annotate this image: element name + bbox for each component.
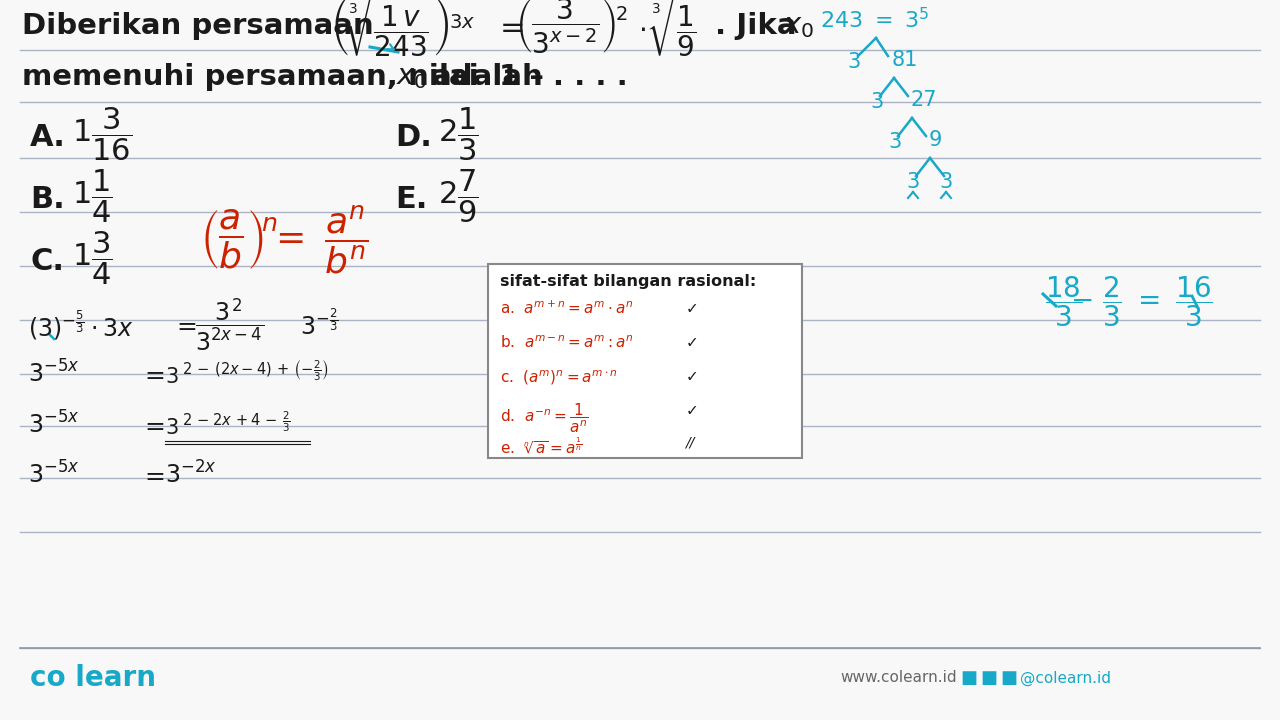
Text: $3^{-5x}$: $3^{-5x}$: [28, 361, 79, 387]
Text: d.  $a^{-n} = \dfrac{1}{a^n}$: d. $a^{-n} = \dfrac{1}{a^n}$: [500, 402, 589, 436]
Text: $=$: $=$: [140, 362, 165, 386]
Text: $=$: $=$: [494, 12, 525, 40]
Text: c.  $(a^m)^n = a^{m\cdot n}$: c. $(a^m)^n = a^{m\cdot n}$: [500, 368, 618, 387]
Text: $\dfrac{18}{3}$: $\dfrac{18}{3}$: [1044, 274, 1083, 329]
Text: $\checkmark$: $\checkmark$: [685, 402, 698, 417]
Text: $\dfrac{3^{\,2}}{3^{2x-4}}$: $\dfrac{3^{\,2}}{3^{2x-4}}$: [195, 297, 264, 354]
Text: 3: 3: [870, 92, 883, 112]
Text: $x_0$: $x_0$: [783, 12, 814, 40]
Text: $=\ \dfrac{a^n}{b^n}$: $=\ \dfrac{a^n}{b^n}$: [268, 204, 369, 276]
Text: 3: 3: [940, 172, 952, 192]
Text: memenuhi persamaan, nilai  1 –: memenuhi persamaan, nilai 1 –: [22, 63, 554, 91]
Text: $=$: $=$: [140, 463, 165, 487]
Text: 3: 3: [847, 52, 860, 72]
Text: . Jika: . Jika: [716, 12, 806, 40]
Text: //: //: [685, 436, 694, 450]
Text: b.  $a^{m-n} = a^m : a^n$: b. $a^{m-n} = a^m : a^n$: [500, 334, 634, 351]
Text: $\checkmark$: $\checkmark$: [685, 300, 698, 315]
Text: 9: 9: [929, 130, 942, 150]
Text: $3^{\;2\,-2x\,+4\,-\,\frac{2}{3}}$: $3^{\;2\,-2x\,+4\,-\,\frac{2}{3}}$: [165, 411, 291, 438]
Text: $x_0$: $x_0$: [396, 63, 428, 91]
Text: $(3)^{-\frac{5}{3}} \cdot 3x$: $(3)^{-\frac{5}{3}} \cdot 3x$: [28, 308, 133, 342]
Text: B.: B.: [29, 186, 65, 215]
Text: $=$: $=$: [140, 413, 165, 437]
Text: ■: ■: [980, 669, 997, 687]
Text: 3: 3: [906, 172, 919, 192]
Text: $243\ =\ 3^5$: $243\ =\ 3^5$: [820, 7, 929, 32]
FancyBboxPatch shape: [488, 264, 803, 458]
Text: $3^{-2x}$: $3^{-2x}$: [165, 462, 216, 489]
Text: $\left(\sqrt[3]{\dfrac{1\,v}{243}}\right)^{\!3x}$: $\left(\sqrt[3]{\dfrac{1\,v}{243}}\right…: [330, 0, 475, 58]
Text: $3^{-5x}$: $3^{-5x}$: [28, 411, 79, 438]
Text: $\cdot\,\sqrt[3]{\dfrac{1}{9}}$: $\cdot\,\sqrt[3]{\dfrac{1}{9}}$: [637, 0, 703, 58]
Text: $1\dfrac{3}{16}$: $1\dfrac{3}{16}$: [72, 105, 132, 163]
Text: $1\dfrac{3}{4}$: $1\dfrac{3}{4}$: [72, 229, 113, 287]
Text: $\checkmark$: $\checkmark$: [685, 368, 698, 383]
Text: $2\dfrac{7}{9}$: $2\dfrac{7}{9}$: [438, 167, 479, 225]
Text: co learn: co learn: [29, 664, 156, 692]
Text: $-\ \dfrac{2}{3}\ =\ \dfrac{16}{3}$: $-\ \dfrac{2}{3}\ =\ \dfrac{16}{3}$: [1070, 274, 1212, 329]
Text: $=$: $=$: [172, 313, 197, 337]
Text: Diberikan persamaan: Diberikan persamaan: [22, 12, 374, 40]
Text: $3^{-\frac{2}{3}}$: $3^{-\frac{2}{3}}$: [300, 310, 338, 340]
Text: $3^{-5x}$: $3^{-5x}$: [28, 462, 79, 489]
Text: D.: D.: [396, 124, 431, 153]
Text: E.: E.: [396, 186, 428, 215]
Text: e.  $\sqrt[n]{a} = a^{\frac{1}{n}}$: e. $\sqrt[n]{a} = a^{\frac{1}{n}}$: [500, 436, 582, 457]
Text: sifat-sifat bilangan rasional:: sifat-sifat bilangan rasional:: [500, 274, 756, 289]
Text: 3: 3: [888, 132, 901, 152]
Text: $2\dfrac{1}{3}$: $2\dfrac{1}{3}$: [438, 105, 479, 163]
Text: ■: ■: [960, 669, 977, 687]
Text: @colearn.id: @colearn.id: [1020, 670, 1111, 685]
Text: 81: 81: [892, 50, 918, 70]
Text: $1\dfrac{1}{4}$: $1\dfrac{1}{4}$: [72, 167, 113, 225]
Text: A.: A.: [29, 124, 65, 153]
Text: adalah . . . .: adalah . . . .: [422, 63, 627, 91]
Text: C.: C.: [29, 248, 64, 276]
Text: www.colearn.id: www.colearn.id: [840, 670, 956, 685]
Text: 27: 27: [910, 90, 937, 110]
Text: $\left(\dfrac{a}{b}\right)^{\!n}$: $\left(\dfrac{a}{b}\right)^{\!n}$: [200, 208, 278, 272]
Text: $3^{\;2\,-\,(2x-4)\,+\,\left(-\frac{2}{3}\right)}$: $3^{\;2\,-\,(2x-4)\,+\,\left(-\frac{2}{3…: [165, 360, 329, 387]
Text: $\left(\dfrac{3}{3^{x-2}}\right)^{\!2}$: $\left(\dfrac{3}{3^{x-2}}\right)^{\!2}$: [515, 0, 627, 55]
Text: $\checkmark$: $\checkmark$: [685, 334, 698, 349]
Text: a.  $a^{m+n} = a^m \cdot a^n$: a. $a^{m+n} = a^m \cdot a^n$: [500, 300, 634, 318]
Text: ■: ■: [1000, 669, 1018, 687]
